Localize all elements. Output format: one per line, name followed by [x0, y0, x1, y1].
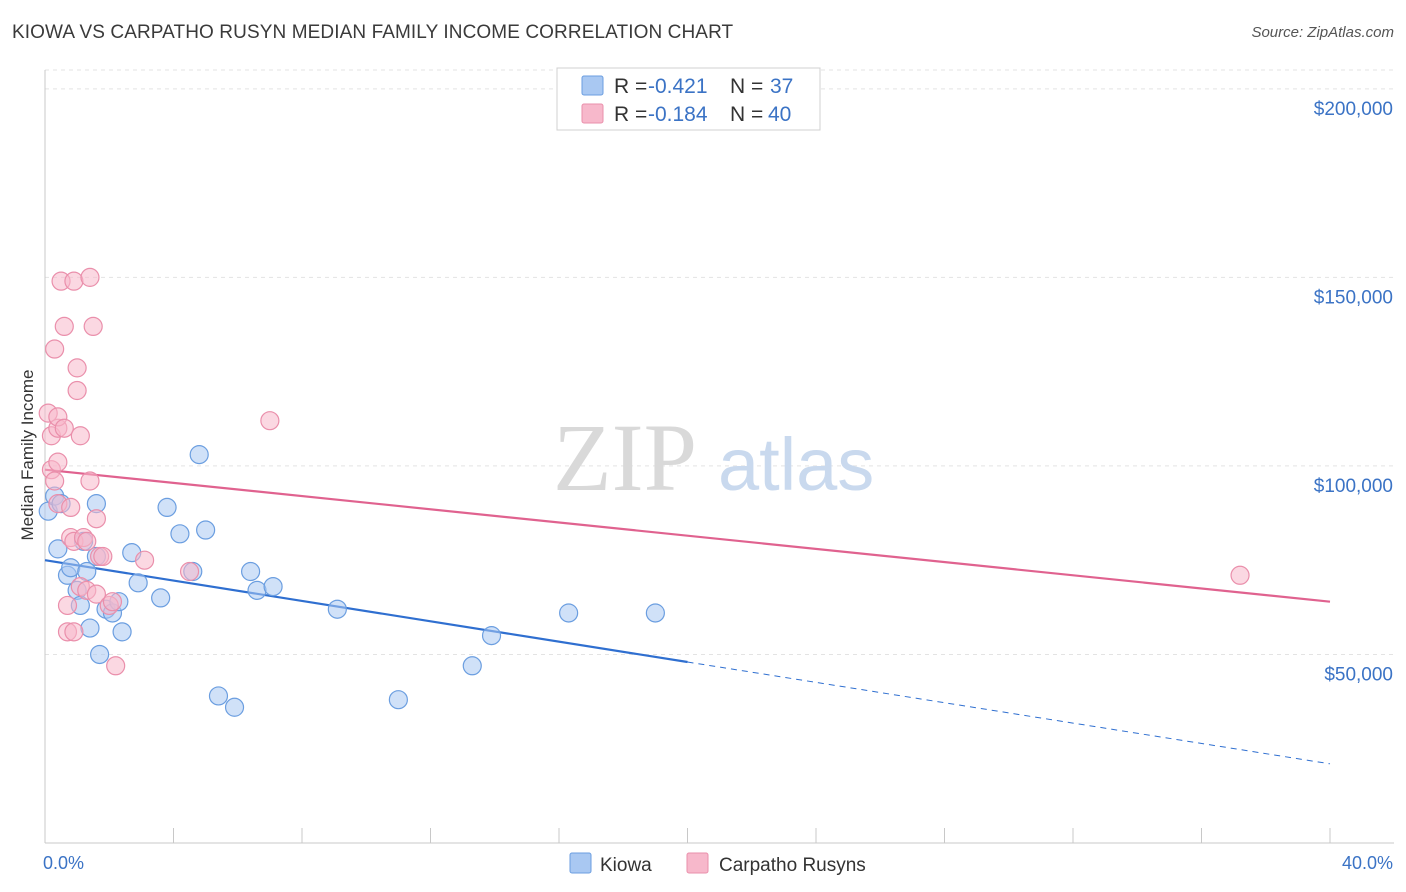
kiowa-point — [388, 690, 408, 710]
legend-r-value-kiowa: -0.421 — [648, 75, 708, 98]
kiowa-point — [559, 603, 579, 623]
rusyn-point — [54, 316, 74, 337]
rusyn-point — [260, 411, 280, 431]
kiowa-point — [90, 644, 110, 665]
rusyn-point — [57, 595, 78, 616]
rusyn-point — [134, 550, 155, 570]
x-tick-label-max: 40.0% — [1342, 853, 1393, 873]
trendlines — [44, 468, 1331, 765]
kiowa-point — [247, 580, 267, 600]
rusyn-point — [67, 358, 87, 378]
y-tick-labels: $50,000 $100,000 $150,000 $200,000 — [1314, 99, 1393, 686]
rusyn-point — [64, 622, 84, 642]
legend-swatch-kiowa — [581, 75, 604, 96]
rusyn-point — [70, 426, 90, 446]
y-tick-label: $50,000 — [1324, 664, 1393, 685]
kiowa-point — [196, 520, 216, 540]
rusyn-point — [77, 531, 97, 551]
kiowa-point — [241, 561, 261, 582]
legend-n-label-rusyn: N = — [730, 103, 763, 126]
kiowa-point — [189, 445, 209, 465]
rusyn-point — [86, 584, 107, 604]
rusyn-point — [106, 656, 126, 676]
y-axis-label: Median Family Income — [18, 369, 37, 540]
rusyn-trendline — [44, 468, 1331, 603]
legend-n-value-kiowa: 37 — [770, 75, 793, 98]
kiowa-point — [462, 656, 482, 676]
rusyn-point — [179, 561, 200, 582]
kiowa-point — [170, 524, 190, 544]
rusyn-point — [80, 267, 100, 287]
legend-n-value-rusyn: 40 — [768, 103, 791, 126]
legend-r-label-kiowa: R = — [614, 75, 647, 98]
kiowa-trendline — [44, 559, 688, 664]
bottom-legend-kiowa: Kiowa — [600, 855, 652, 876]
rusyn-point — [80, 471, 100, 491]
rusyn-point — [93, 546, 113, 567]
legend-r-label-rusyn: R = — [614, 103, 647, 126]
rusyn-point — [45, 339, 65, 359]
kiowa-point — [224, 697, 245, 717]
legend: R = -0.421 N = 37 R = -0.184 N = 40 — [556, 67, 821, 131]
watermark-zip: ZIP — [553, 404, 697, 511]
legend-n-label-kiowa: N = — [730, 75, 763, 98]
kiowa-trendline-extension — [687, 661, 1331, 765]
watermark: ZIP atlas — [553, 404, 874, 511]
kiowa-point — [645, 603, 665, 623]
bottom-legend-rusyn: Carpatho Rusyns — [719, 855, 866, 876]
legend-r-value-rusyn: -0.184 — [648, 103, 708, 126]
kiowa-point — [128, 573, 148, 593]
kiowa-point — [481, 626, 502, 646]
kiowa-point — [157, 497, 177, 518]
watermark-atlas: atlas — [718, 423, 874, 506]
kiowa-point — [208, 686, 229, 706]
x-tick-label-min: 0.0% — [43, 853, 84, 873]
kiowa-point — [263, 576, 283, 597]
y-tick-label: $200,000 — [1314, 99, 1393, 120]
rusyn-point — [64, 271, 84, 291]
rusyn-point — [48, 452, 68, 472]
y-tick-label: $100,000 — [1314, 476, 1393, 497]
rusyn-point — [102, 592, 123, 612]
bottom-legend-swatch-kiowa — [569, 852, 592, 874]
chart-title: KIOWA VS CARPATHO RUSYN MEDIAN FAMILY IN… — [12, 22, 734, 43]
source-label: Source: ZipAtlas.com — [1251, 24, 1394, 41]
axes — [44, 70, 1394, 844]
x-tick-labels: 0.0% 40.0% — [43, 853, 1393, 873]
kiowa-point — [48, 539, 68, 559]
rusyn-point — [61, 497, 81, 518]
rusyn-point — [86, 509, 107, 529]
kiowa-point — [80, 618, 100, 638]
rusyn-point — [67, 380, 87, 401]
rusyn-point — [45, 471, 65, 491]
kiowa-point — [327, 599, 347, 619]
rusyn-point — [54, 418, 74, 438]
rusyn-point — [83, 316, 103, 337]
y-tick-label: $150,000 — [1314, 287, 1393, 308]
rusyn-point — [1230, 565, 1250, 585]
bottom-legend: Kiowa Carpatho Rusyns — [569, 852, 866, 876]
kiowa-point — [151, 588, 171, 608]
bottom-legend-swatch-rusyn — [686, 852, 709, 874]
legend-swatch-rusyn — [581, 103, 604, 124]
kiowa-point — [61, 558, 81, 578]
kiowa-point — [112, 622, 132, 642]
data-points — [38, 267, 1250, 717]
